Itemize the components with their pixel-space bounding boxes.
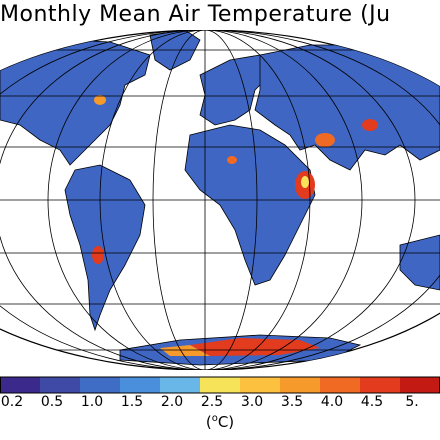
world-map <box>0 30 440 370</box>
antarctica-hot-region <box>190 338 320 356</box>
hotspot-middle-east <box>315 133 335 147</box>
colorbar-units: (oC) <box>206 413 234 431</box>
land-layer <box>0 30 440 370</box>
colorbar-swatch <box>120 377 161 393</box>
colorbar-swatch <box>0 377 41 393</box>
hotspot-north-america <box>94 95 106 105</box>
landmass-africa <box>184 124 316 286</box>
units-degree: o <box>211 413 218 424</box>
colorbar-tick-label: 2.5 <box>200 394 224 410</box>
hotspot-east-africa-core <box>301 176 309 188</box>
colorbar-tick-label: 0.5 <box>40 394 64 410</box>
units-prefix: ( <box>205 413 212 431</box>
graticule <box>0 30 440 370</box>
colorbar-swatch <box>200 377 241 393</box>
colorbar-tick-label: 5. <box>405 394 419 410</box>
hotspot-west-africa <box>227 156 237 164</box>
map-title: Monthly Mean Air Temperature (Ju <box>0 2 391 27</box>
hotspot-tibet <box>362 119 378 131</box>
colorbar-swatch <box>280 377 321 393</box>
colorbar-swatch <box>320 377 361 393</box>
landmass-north-america <box>0 39 151 166</box>
colorbar-swatch <box>360 377 401 393</box>
landmass-europe <box>199 54 271 126</box>
colorbar-tick-label: 4.0 <box>320 394 344 410</box>
units-suffix: C) <box>217 413 235 431</box>
colorbar <box>0 376 440 394</box>
map-svg <box>0 30 440 370</box>
landmass-south-america <box>64 164 146 332</box>
colorbar-tick-label: 4.5 <box>360 394 384 410</box>
hotspot-andes <box>92 246 104 264</box>
colorbar-tick-label: 3.5 <box>280 394 304 410</box>
colorbar-tick-label: 1.0 <box>80 394 104 410</box>
colorbar-tick-label: 3.0 <box>240 394 264 410</box>
colorbar-swatch <box>240 377 281 393</box>
colorbar-tick-label: 2.0 <box>160 394 184 410</box>
colorbar-swatch <box>40 377 81 393</box>
colorbar-swatch <box>400 377 440 393</box>
colorbar-swatch <box>160 377 201 393</box>
colorbar-tick-label: 0.2 <box>0 394 24 410</box>
colorbar-tick-label: 1.5 <box>120 394 144 410</box>
colorbar-swatch <box>80 377 121 393</box>
colorbar-swatches <box>0 376 440 394</box>
antarctica-warm-region <box>160 345 210 356</box>
landmass-australia <box>399 234 440 291</box>
